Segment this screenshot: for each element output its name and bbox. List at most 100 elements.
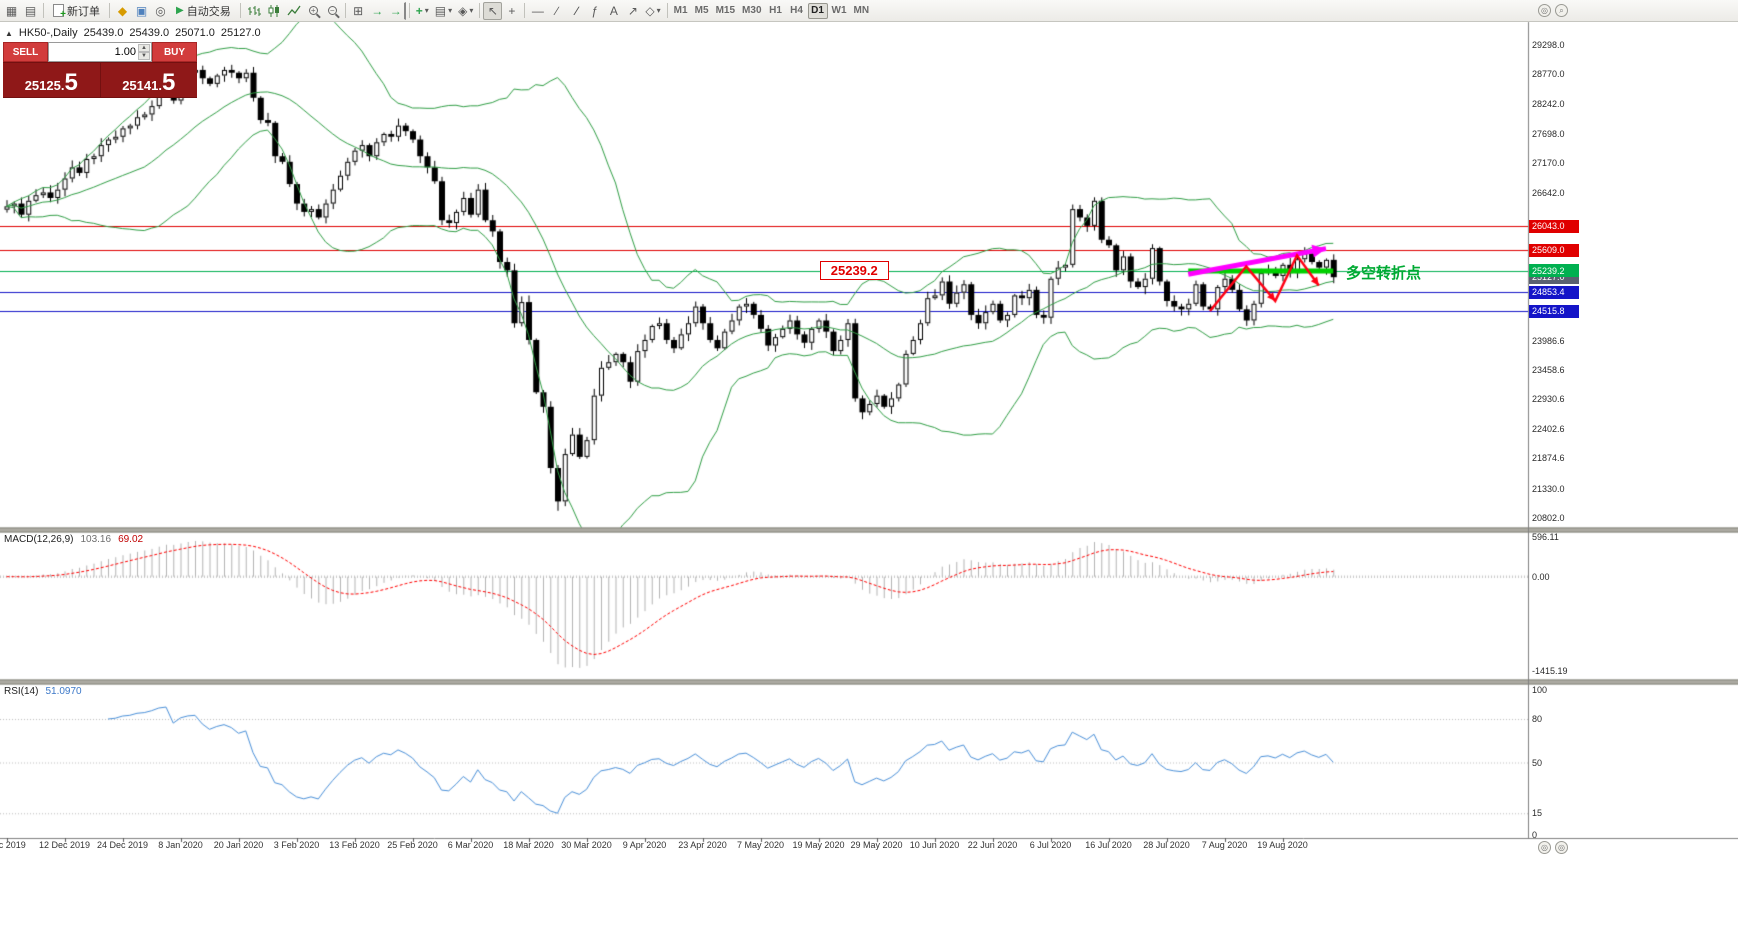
tile-windows-icon[interactable]: ⊞ [353, 3, 364, 18]
zoom-out-glyph: − [327, 6, 337, 15]
chart-shift-icon[interactable]: → [387, 1, 406, 20]
price-level-tag[interactable]: 26043.0 [1529, 219, 1579, 233]
templates-dropdown[interactable]: ◈ ▾ [458, 3, 474, 18]
price-axis-tick: 20802.0 [1532, 513, 1565, 523]
timeframe-button-mn[interactable]: MN [853, 5, 870, 16]
date-axis-label: Dec 2019 [0, 840, 26, 850]
price-level-callout[interactable]: 25239.2 [819, 260, 889, 280]
horizontal-line-tool-icon[interactable]: — [531, 3, 544, 18]
rsi-axis-tick: 0 [1532, 830, 1538, 840]
date-axis-label: 16 Jul 2020 [1085, 840, 1132, 850]
price-axis-tick: 28242.0 [1532, 98, 1565, 109]
zoom-in-icon[interactable]: + [304, 2, 323, 20]
timeframe-bar: M1 M5 M15 M30 H1 H4 D1 W1 MN [671, 2, 872, 19]
fibonacci-tool-icon[interactable]: ƒ [591, 3, 599, 18]
symbol-ohlc-readout: ▲ HK50-,Daily 25439.0 25439.0 25071.0 25… [5, 27, 261, 39]
toolbar-separator [43, 3, 44, 18]
volume-up-button[interactable]: ▲ [138, 44, 150, 52]
macd-signal-value: 69.02 [118, 534, 144, 545]
macd-axis-tick: 0.00 [1532, 571, 1550, 582]
quick-link-icon[interactable]: ◎ [1555, 841, 1568, 854]
buy-button[interactable]: BUY [152, 42, 197, 62]
date-axis-label: 10 Jun 2020 [909, 840, 960, 850]
rsi-axis-tick: 50 [1532, 757, 1543, 768]
arrow-tool-icon[interactable]: ↗ [627, 3, 638, 18]
new-chart-dropdown[interactable]: + ▾ [413, 2, 432, 20]
autotrading-button[interactable]: ▶ 自动交易 [170, 2, 237, 20]
marketwatch-icon[interactable]: ◆ [117, 3, 128, 18]
timeframe-button-h4[interactable]: H4 [790, 5, 803, 16]
date-axis-label: 6 Jul 2020 [1029, 840, 1072, 850]
cursor-tool-icon[interactable]: ↖ [483, 1, 503, 20]
sell-price-display[interactable]: 25125. 5 [3, 63, 100, 97]
date-axis-label: 28 Jul 2020 [1143, 840, 1190, 850]
price-axis-tick: 29298.0 [1532, 40, 1565, 50]
profiles-dropdown[interactable]: ▤ ▾ [434, 3, 453, 18]
rsi-indicator-label: RSI(14) 51.0970 [4, 686, 82, 697]
plus-icon: + [415, 3, 423, 18]
zoom-in-glyph: + [308, 6, 318, 15]
toolbar-separator [239, 3, 241, 18]
bar-chart-type-icon[interactable] [244, 2, 264, 20]
text-tool-icon[interactable]: A [609, 3, 618, 18]
quick-link-icons: ◎ ◎ [1538, 841, 1568, 854]
new-chart-window-icon[interactable]: ▦ [5, 3, 18, 18]
sell-button[interactable]: SELL [3, 42, 48, 62]
auto-scroll-icon[interactable]: → [371, 3, 384, 18]
timeframe-button-m15[interactable]: M15 [715, 5, 736, 16]
line-chart-type-icon[interactable] [284, 2, 304, 20]
date-axis-label: 3 Feb 2020 [273, 840, 320, 850]
crosshair-tool-icon[interactable]: + [508, 3, 516, 18]
shapes-dropdown[interactable]: ◇ ▾ [645, 3, 661, 18]
navigator-icon[interactable]: ◎ [155, 3, 166, 18]
timeframe-button-d1[interactable]: D1 [807, 2, 828, 19]
date-axis-label: 30 Mar 2020 [561, 840, 612, 850]
macd-axis-tick: -1415.19 [1532, 665, 1568, 676]
price-level-tag[interactable]: 24515.8 [1529, 304, 1579, 318]
timeframe-button-m1[interactable]: M1 [673, 5, 688, 16]
autotrading-label: 自动交易 [186, 5, 231, 18]
channel-tool-icon[interactable]: ∕∕ [575, 3, 578, 18]
price-axis-tick: 23986.6 [1532, 335, 1565, 346]
data-window-icon[interactable]: ▣ [135, 3, 148, 18]
price-level-tag[interactable]: 24853.4 [1529, 285, 1579, 299]
toolbar-separator [109, 3, 110, 18]
price-axis-tick: 27698.0 [1532, 129, 1565, 140]
buy-price-display[interactable]: 25141. 5 [100, 63, 197, 97]
timeframe-button-h1[interactable]: H1 [769, 5, 782, 16]
timeframe-button-w1[interactable]: W1 [831, 5, 847, 16]
buy-price-main: 25141. [122, 77, 162, 93]
volume-input[interactable] [49, 46, 151, 58]
turning-point-annotation[interactable]: 多空转折点 [1346, 264, 1422, 282]
date-axis-label: 20 Jan 2020 [213, 840, 264, 850]
price-axis-tick: 28770.0 [1532, 69, 1565, 80]
new-order-button[interactable]: 新订单 [47, 2, 106, 20]
candlestick-chart-type-icon[interactable] [264, 2, 284, 20]
macd-axis-tick: 596.11 [1532, 531, 1559, 542]
search-icon[interactable]: ⌕ [1555, 4, 1568, 17]
price-axis-tick: 21330.0 [1532, 483, 1565, 494]
community-icon[interactable]: ◎ [1538, 4, 1551, 17]
date-axis-label: 24 Dec 2019 [96, 840, 149, 850]
quick-link-icon[interactable]: ◎ [1538, 841, 1551, 854]
one-click-trading-panel: SELL ▲ ▼ BUY 25125. 5 25141. 5 [3, 42, 197, 98]
date-axis-label: 19 May 2020 [792, 840, 845, 850]
volume-stepper: ▲ ▼ [138, 44, 150, 60]
toolbar-separator [524, 3, 526, 18]
zoom-out-icon[interactable]: − [323, 2, 342, 20]
toolbar-separator [408, 3, 410, 18]
price-axis-tick: 27170.0 [1532, 158, 1565, 169]
new-order-label: 新订单 [67, 5, 100, 18]
trendline-tool-icon[interactable]: ∕ [555, 3, 558, 18]
toolbar: ▦ ▤ 新订单 ◆ ▣ ◎ ▶ 自动交易 + − ⊞ → → +▾ ▤ [0, 0, 1738, 22]
price-level-tag[interactable]: 25239.2 [1529, 264, 1579, 278]
ohlc-close: 25127.0 [220, 27, 261, 39]
profiles-icon[interactable]: ▤ [24, 3, 37, 18]
timeframe-button-m5[interactable]: M5 [694, 5, 709, 16]
new-order-icon [53, 4, 66, 20]
rsi-name: RSI(14) [4, 686, 39, 697]
timeframe-button-m30[interactable]: M30 [742, 5, 762, 16]
volume-down-button[interactable]: ▼ [138, 52, 150, 60]
price-level-tag[interactable]: 25609.0 [1529, 243, 1579, 257]
